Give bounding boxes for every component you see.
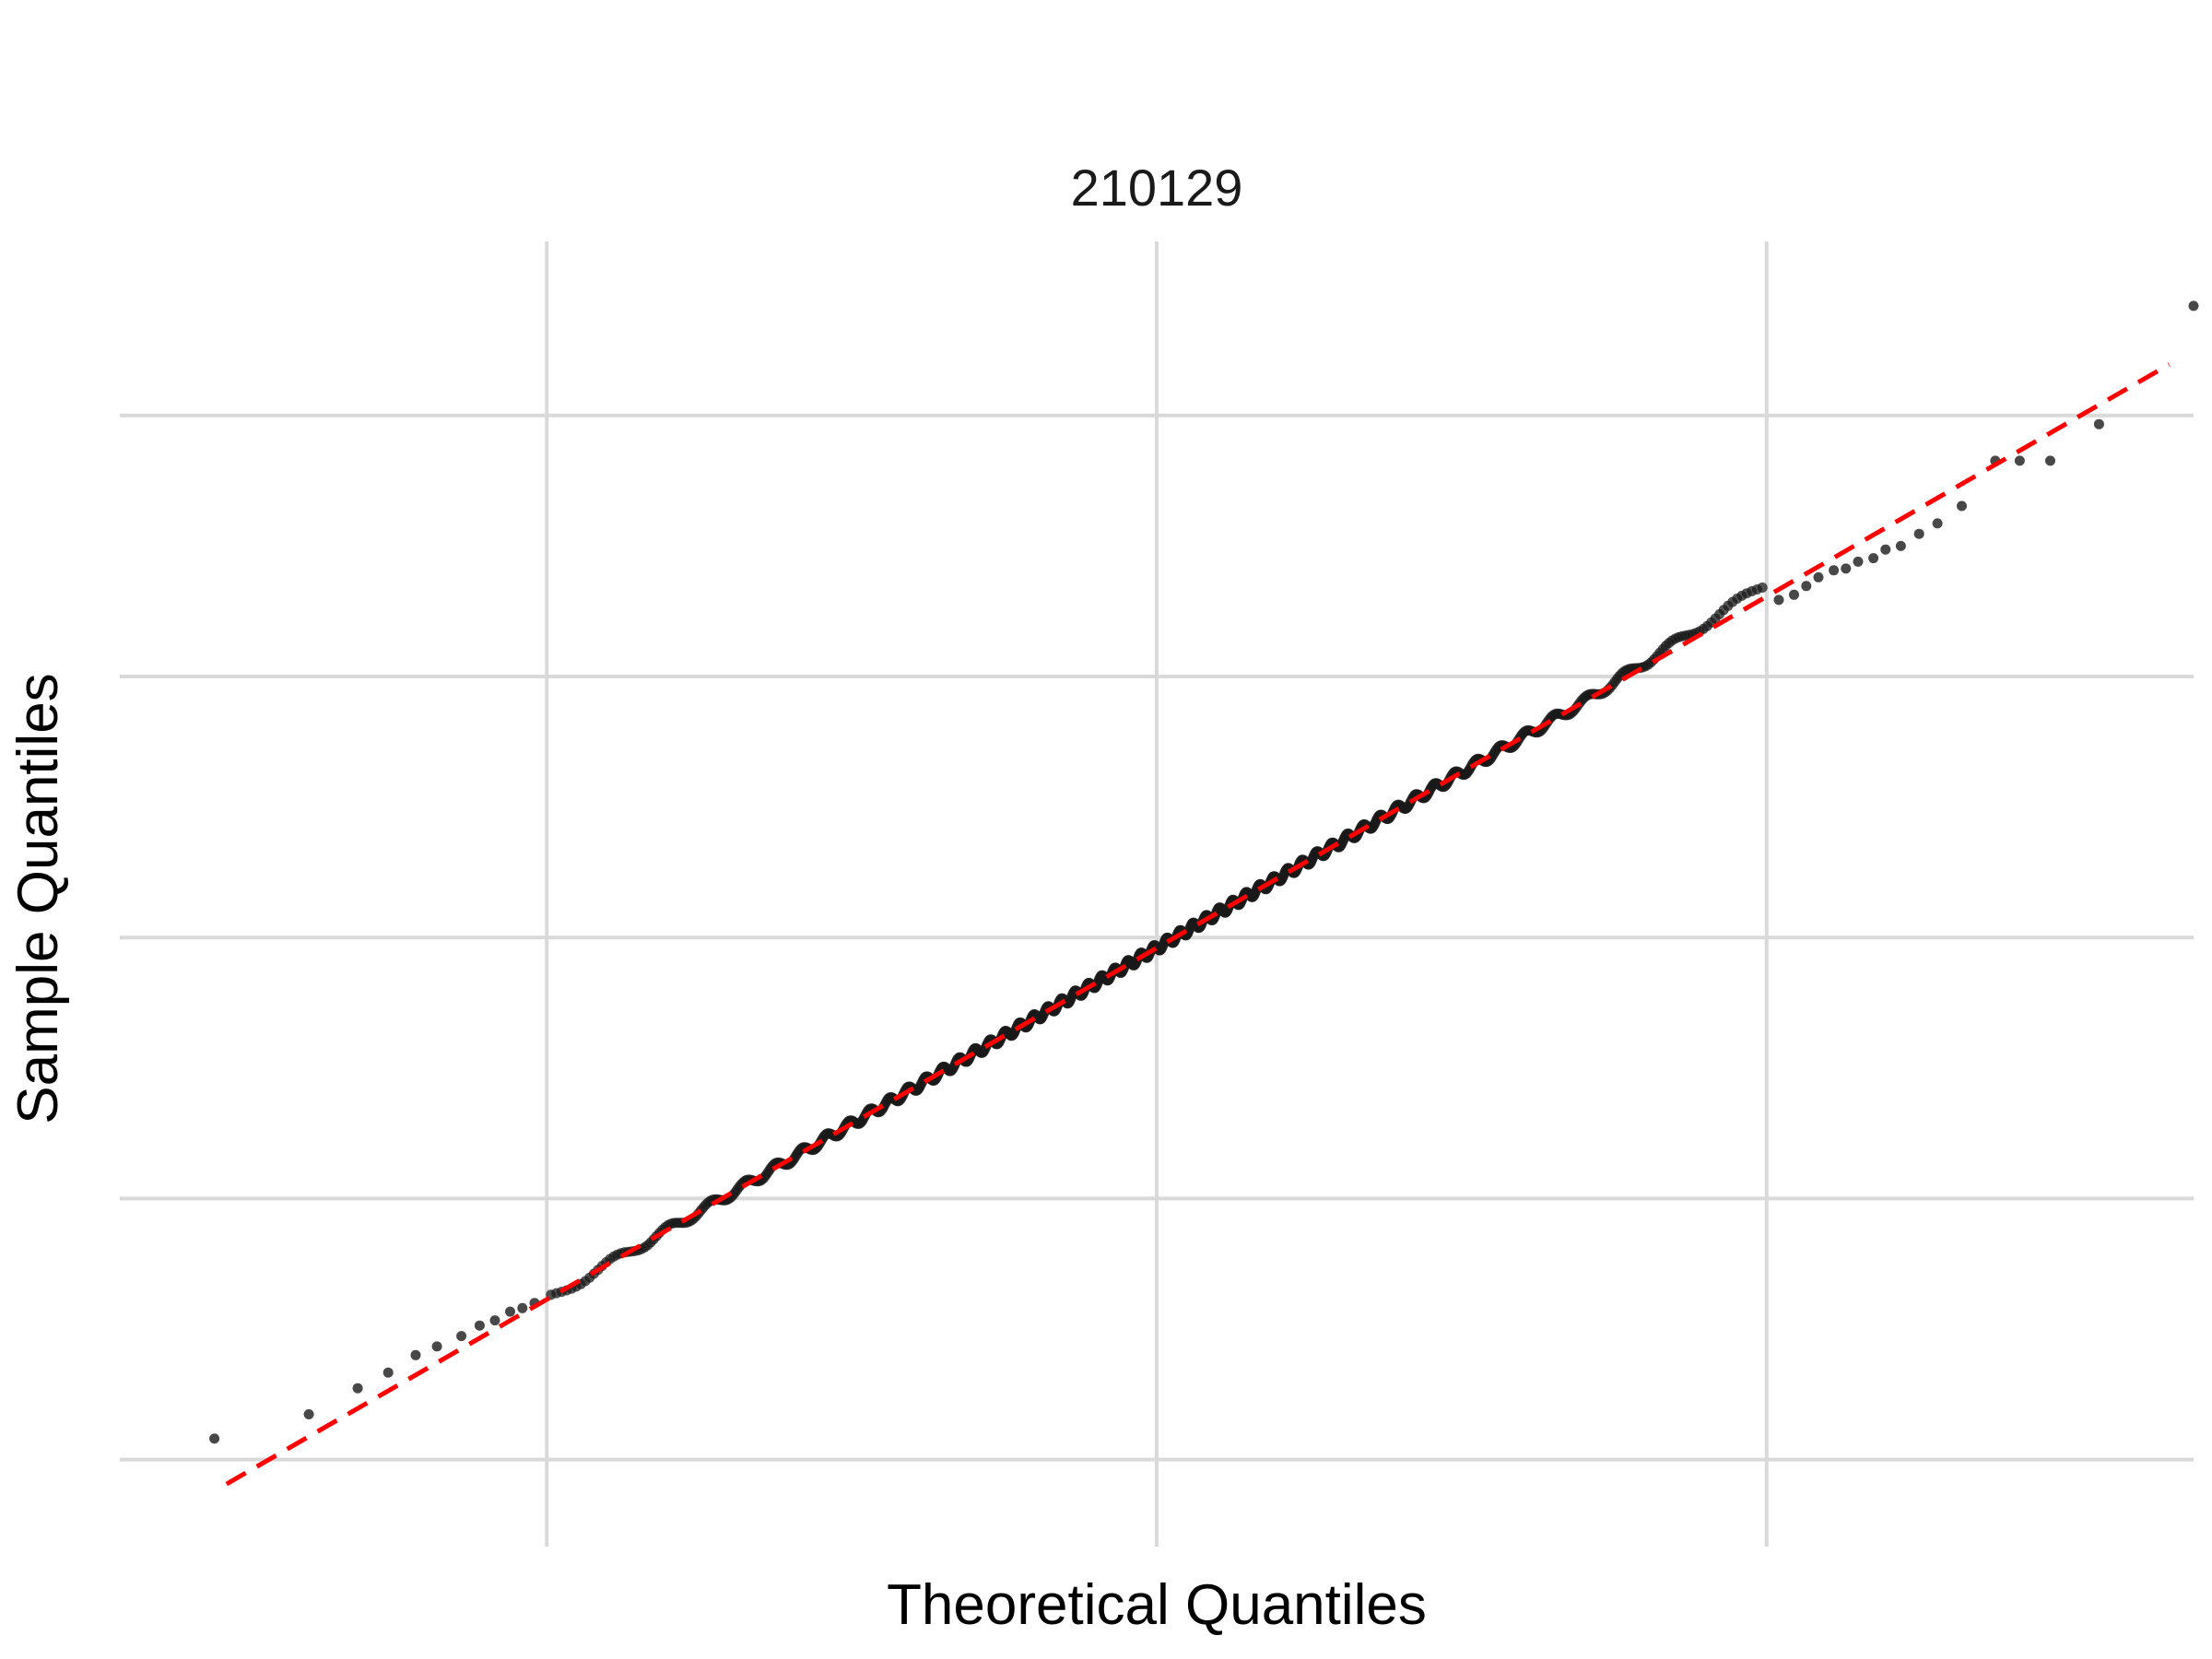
sample-point (303, 1409, 314, 1419)
sample-point (410, 1349, 421, 1360)
sample-point (1789, 589, 1799, 600)
sample-point (2093, 418, 2104, 429)
sample-points (209, 300, 2199, 1444)
sample-point (2188, 300, 2199, 312)
x-axis-label: Theoretical Quantiles (887, 1573, 1427, 1637)
reference-line-group (225, 362, 2171, 1487)
sample-point (209, 1433, 220, 1444)
sample-point (1913, 528, 1924, 539)
sample-point (1841, 563, 1852, 574)
sample-point (1801, 581, 1812, 592)
sample-point (431, 1341, 442, 1352)
sample-point (1868, 553, 1879, 564)
sample-point (1813, 571, 1824, 582)
sample-point (2045, 455, 2055, 466)
chart-title: 210129 (1071, 159, 1243, 217)
sample-point (352, 1382, 363, 1394)
sample-point (1957, 500, 1967, 512)
sample-point (456, 1331, 467, 1342)
sample-point (1895, 540, 1906, 551)
sample-point (517, 1302, 528, 1313)
sample-point (489, 1315, 500, 1326)
sample-point (382, 1367, 394, 1378)
grid-lines (120, 241, 2194, 1547)
sample-point (1829, 565, 1840, 576)
sample-point (1932, 518, 1943, 529)
y-axis-label: Sample Quantiles (6, 673, 70, 1124)
sample-point (505, 1306, 515, 1317)
sample-point (1773, 594, 1784, 606)
sample-point (2014, 455, 2025, 466)
sample-point (474, 1320, 485, 1331)
sample-point (1757, 582, 1768, 593)
reference-line (225, 362, 2171, 1487)
sample-point (1853, 556, 1864, 567)
sample-point (1880, 544, 1891, 555)
